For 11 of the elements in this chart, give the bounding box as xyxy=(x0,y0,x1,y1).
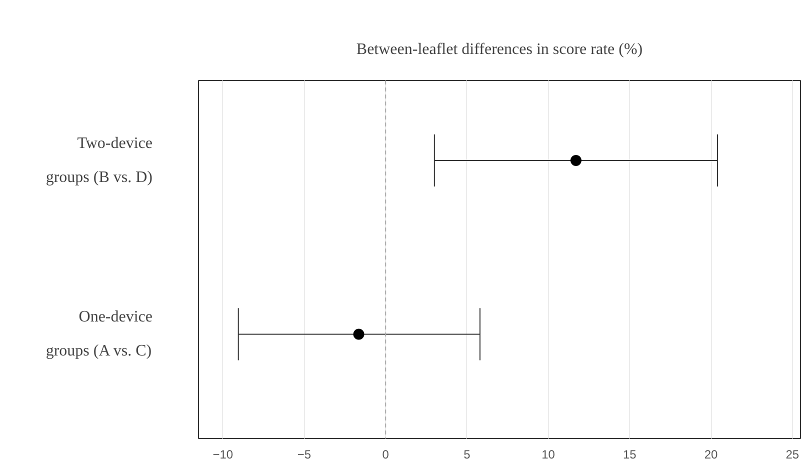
x-tick-label: 10 xyxy=(542,448,556,462)
x-tick-label: −10 xyxy=(212,448,234,462)
y-tick-label: Two-device groups (B vs. D) xyxy=(46,134,153,186)
y-tick-label: One-device groups (A vs. C) xyxy=(46,308,152,360)
chart-title: Between-leaflet differences in score rate (%) xyxy=(356,41,643,58)
x-tick-label: 5 xyxy=(464,448,471,462)
x-tick-label: 25 xyxy=(786,448,800,462)
x-tick-label: 15 xyxy=(622,448,637,462)
x-tick-label: −5 xyxy=(297,448,312,462)
x-tick-label: 0 xyxy=(382,448,390,462)
x-tick-label: 20 xyxy=(704,448,718,462)
